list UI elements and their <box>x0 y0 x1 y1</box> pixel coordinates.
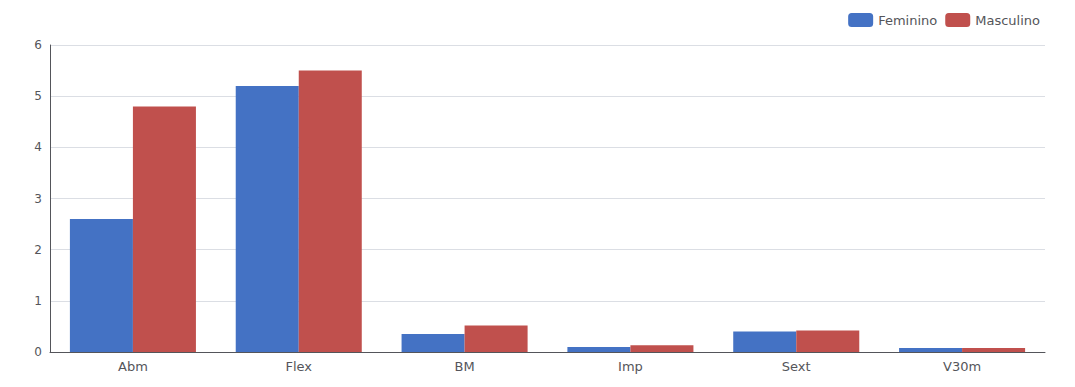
svg-text:4: 4 <box>34 140 42 154</box>
svg-text:Feminino: Feminino <box>878 13 937 28</box>
svg-text:6: 6 <box>34 38 42 52</box>
svg-text:Abm: Abm <box>118 359 148 374</box>
svg-text:0: 0 <box>34 345 42 359</box>
svg-text:Imp: Imp <box>618 359 643 374</box>
svg-text:1: 1 <box>34 294 42 308</box>
svg-text:3: 3 <box>34 192 42 206</box>
svg-text:Flex: Flex <box>285 359 312 374</box>
svg-text:Masculino: Masculino <box>975 13 1040 28</box>
svg-text:Sext: Sext <box>782 359 811 374</box>
svg-text:BM: BM <box>455 359 475 374</box>
svg-text:2: 2 <box>34 243 42 257</box>
svg-text:V30m: V30m <box>943 359 981 374</box>
svg-text:5: 5 <box>34 89 42 103</box>
